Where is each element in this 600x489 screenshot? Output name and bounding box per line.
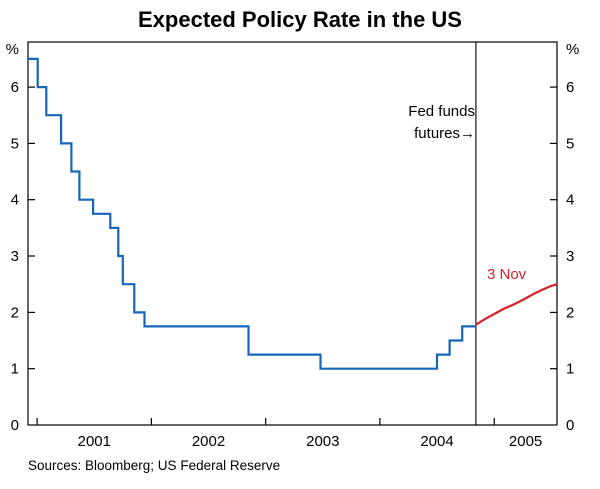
y-axis-unit-left: %: [6, 41, 19, 58]
y-tick-label-right: 6: [566, 79, 574, 96]
y-tick-label-left: 6: [11, 79, 19, 96]
futures-annotation-line2: futures: [414, 125, 460, 142]
right-arrow-icon: →: [460, 125, 475, 142]
futures-annotation: Fed funds futures→: [408, 101, 475, 145]
y-axis-unit-right: %: [566, 41, 579, 58]
y-tick-label-left: 4: [11, 192, 19, 209]
x-year-label: 2004: [420, 433, 453, 450]
x-year-label: 2002: [192, 433, 225, 450]
y-tick-label-left: 2: [11, 304, 19, 321]
axis-frame: [27, 41, 558, 426]
y-tick-label-right: 2: [566, 304, 574, 321]
y-tick-label-left: 5: [11, 135, 19, 152]
chart-title: Expected Policy Rate in the US: [138, 7, 462, 32]
source-note: Sources: Bloomberg; US Federal Reserve: [28, 458, 281, 473]
y-tick-label-right: 3: [566, 248, 574, 265]
x-year-label: 2001: [78, 433, 111, 450]
y-tick-label-right: 0: [566, 417, 574, 434]
y-tick-label-left: 1: [11, 361, 19, 378]
futures-date-label: 3 Nov: [487, 266, 527, 283]
fed-funds-actual-line: [28, 57, 476, 370]
fed-funds-futures-line: [475, 283, 558, 326]
y-tick-label-right: 4: [566, 192, 574, 209]
y-tick-label-left: 0: [11, 417, 19, 434]
x-year-label: 2003: [306, 433, 339, 450]
y-tick-label-right: 5: [566, 135, 574, 152]
x-year-label: 2005: [509, 433, 542, 450]
futures-annotation-line1: Fed funds: [408, 103, 475, 120]
y-tick-label-right: 1: [566, 361, 574, 378]
y-tick-label-left: 3: [11, 248, 19, 265]
